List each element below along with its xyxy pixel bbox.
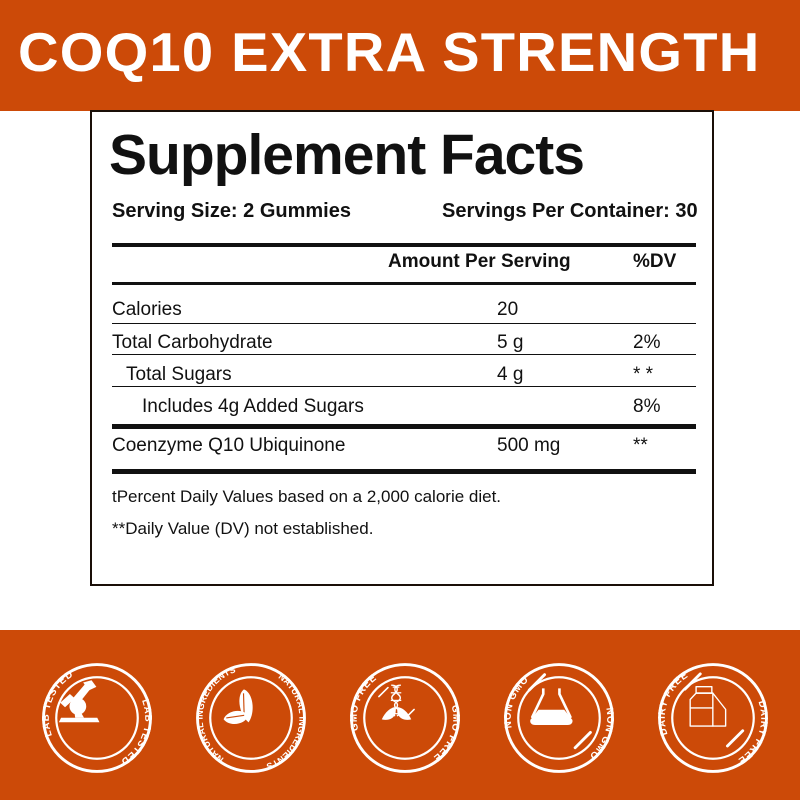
svg-text:NON GMO: NON GMO xyxy=(587,707,616,762)
svg-text:NON GMO: NON GMO xyxy=(503,674,532,729)
svg-text:NATURAL INGREDIENTS: NATURAL INGREDIENTS xyxy=(265,671,307,771)
